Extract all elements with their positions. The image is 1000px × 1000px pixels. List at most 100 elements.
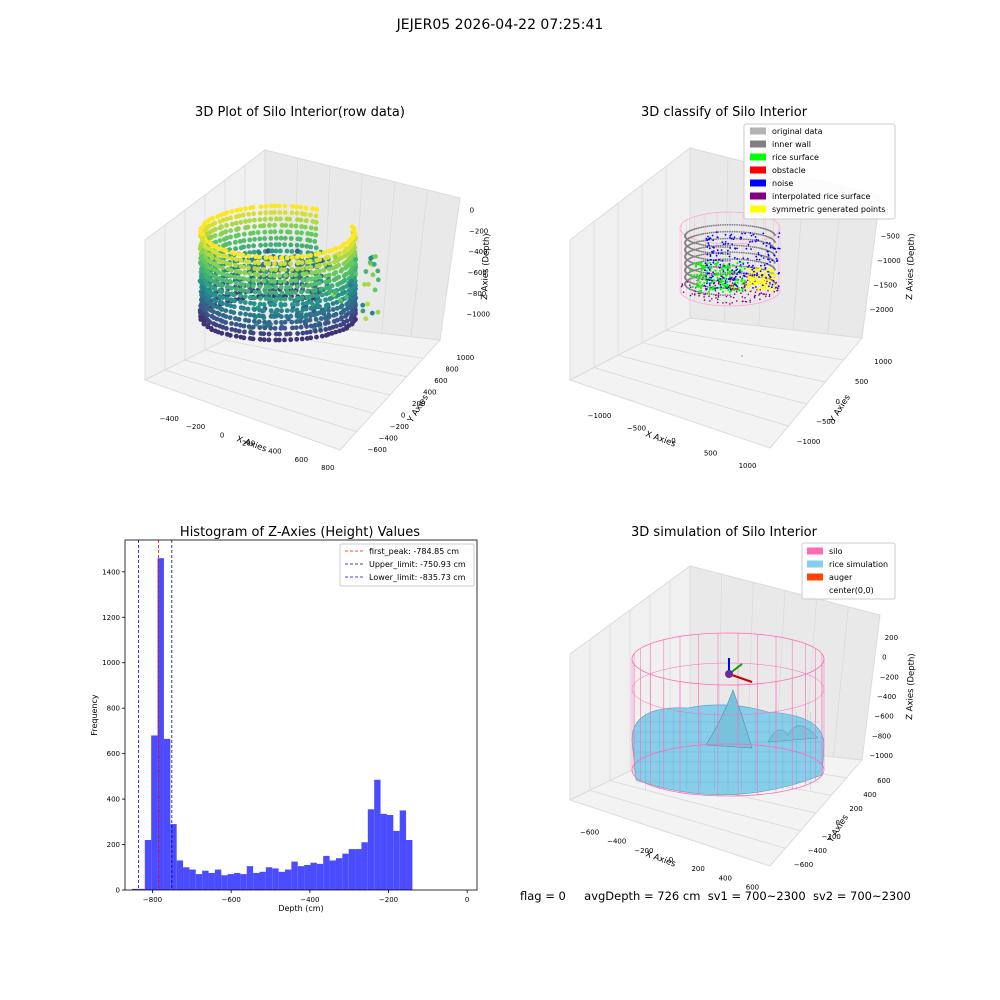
symmetric-point xyxy=(762,275,765,278)
noise-point xyxy=(720,249,723,252)
histogram-bar xyxy=(316,863,324,890)
inner-wall-point xyxy=(749,245,752,248)
inner-wall-point xyxy=(726,246,729,249)
noise-point xyxy=(706,246,709,248)
raw-point xyxy=(299,295,304,301)
inner-wall-point xyxy=(738,224,741,226)
inner-wall-point xyxy=(700,226,703,229)
raw-point xyxy=(299,230,304,236)
raw-point xyxy=(338,244,343,250)
inner-wall-point xyxy=(704,251,707,254)
inner-wall-point xyxy=(733,230,736,233)
raw-point xyxy=(233,263,239,268)
raw-point xyxy=(272,229,278,235)
simulation-legend-label: center(0,0) xyxy=(829,586,874,595)
raw-point xyxy=(278,284,284,290)
symmetric-point xyxy=(767,279,771,282)
raw-point xyxy=(255,266,261,272)
inner-wall-point xyxy=(745,252,747,254)
raw-point xyxy=(235,226,241,232)
raw-point xyxy=(294,319,299,325)
rice-surface-point xyxy=(701,284,704,287)
raw-point xyxy=(267,223,272,228)
histogram-x-ticklabel: −800 xyxy=(143,896,162,904)
raw-point xyxy=(262,216,268,222)
raw-point xyxy=(238,281,244,287)
raw-point xyxy=(252,266,258,271)
raw-point xyxy=(232,274,238,280)
raw-point xyxy=(268,235,274,241)
raw-point xyxy=(268,302,274,308)
inner-wall-point xyxy=(724,294,727,296)
histogram-bar xyxy=(335,858,343,890)
raw-point xyxy=(310,288,316,294)
raw-point xyxy=(228,285,234,291)
classify-x-ticks: −1000 −500 0 500 1000 xyxy=(588,412,757,470)
histogram-bar xyxy=(393,830,400,890)
raw-point xyxy=(345,240,351,246)
inner-wall-point xyxy=(729,266,731,269)
histogram-title: Histogram of Z-Axies (Height) Values xyxy=(180,525,420,540)
raw-point xyxy=(282,203,288,209)
histogram-frame xyxy=(124,539,478,891)
raw-point xyxy=(209,313,215,319)
raw-point xyxy=(353,271,358,277)
histogram-bar xyxy=(221,875,228,890)
raw-point xyxy=(233,239,238,245)
inner-wall-point xyxy=(700,240,703,242)
inner-wall-point xyxy=(731,258,734,260)
interpolated-point xyxy=(768,293,771,296)
rice-surface-point xyxy=(711,285,714,289)
noise-point xyxy=(775,251,778,253)
raw-point xyxy=(333,290,338,295)
rice-surface-point xyxy=(721,290,725,293)
grid-line xyxy=(184,359,374,414)
raw-point xyxy=(228,273,234,279)
symmetric-point xyxy=(755,268,758,271)
raw-point xyxy=(375,268,381,274)
interpolated-point xyxy=(746,279,749,282)
noise-point xyxy=(708,268,711,271)
raw-point xyxy=(338,297,343,303)
inner-wall-point xyxy=(699,257,701,259)
raw-point xyxy=(313,232,319,238)
inner-wall-point xyxy=(729,294,731,297)
rice-surface-point xyxy=(719,288,723,291)
inner-wall-point xyxy=(724,260,727,262)
raw-point xyxy=(349,278,354,284)
raw-point xyxy=(233,280,239,286)
raw-point xyxy=(228,297,234,303)
interpolated-point xyxy=(717,295,720,297)
noise-point xyxy=(712,275,714,278)
raw-point xyxy=(261,266,266,272)
interpolated-point xyxy=(730,295,732,298)
inner-wall-point xyxy=(700,257,703,260)
raw-point xyxy=(250,283,256,289)
inner-wall-point xyxy=(713,293,715,296)
rice-surface-point xyxy=(700,264,703,267)
status-avg-depth: avgDepth = 726 cm xyxy=(584,889,701,903)
raw-point xyxy=(238,293,244,299)
noise-point xyxy=(751,268,754,271)
raw-point xyxy=(268,242,274,248)
histogram-bar xyxy=(310,862,317,890)
noise-point xyxy=(735,284,737,287)
symmetric-point xyxy=(766,284,769,287)
noise-point xyxy=(707,267,710,269)
raw-point xyxy=(312,239,318,244)
noise-point xyxy=(732,279,735,281)
noise-point xyxy=(757,252,760,254)
raw-point xyxy=(234,208,240,213)
sim-x-tick: 0 xyxy=(669,856,673,864)
raw-point xyxy=(223,308,229,313)
noise-point xyxy=(716,249,719,252)
interpolated-point xyxy=(733,293,736,295)
raw-point xyxy=(278,235,284,241)
histogram-y-ticklabel: 1200 xyxy=(102,614,120,622)
inner-wall-point xyxy=(762,268,765,271)
noise-point xyxy=(734,247,737,250)
rice-surface-point xyxy=(722,283,725,286)
noise-point xyxy=(748,264,750,267)
raw-point xyxy=(295,284,300,289)
inner-wall-point xyxy=(702,226,705,228)
